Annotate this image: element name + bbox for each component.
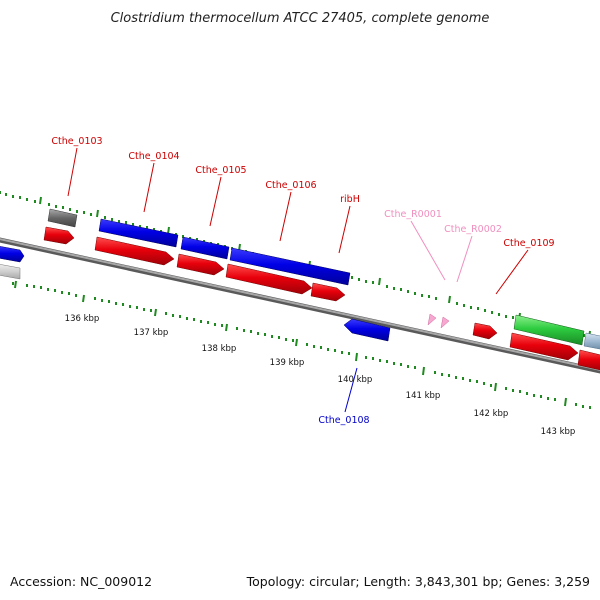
feature-right-steel[interactable] — [583, 332, 600, 350]
leader-ribh — [338, 205, 351, 254]
inner-minor-ticks — [12, 282, 591, 409]
kbp-label: 142 kbp — [474, 409, 509, 419]
leader-cthe-0106 — [279, 191, 292, 242]
feature-ribh-red[interactable] — [310, 282, 346, 302]
kbp-label: 137 kbp — [134, 328, 169, 338]
kbp-label: 141 kbp — [406, 391, 441, 401]
accession-text: Accession: NC_009012 — [10, 574, 152, 589]
feature-cthe-0104-blue[interactable] — [98, 218, 179, 248]
gene-label-cthe-0103[interactable]: Cthe_0103 — [51, 136, 102, 147]
kbp-label: 136 kbp — [65, 314, 100, 324]
feature-cthe-0106-blue[interactable] — [229, 247, 351, 286]
feature-right-red[interactable] — [509, 332, 579, 361]
kbp-label: 143 kbp — [541, 427, 576, 437]
kbp-label: 139 kbp — [270, 358, 305, 368]
feature-cthe-r0002-pink[interactable] — [440, 316, 450, 329]
feature-cthe-0105-blue[interactable] — [180, 236, 230, 260]
gene-label-leaders — [67, 147, 529, 413]
leader-cthe-0103 — [67, 147, 78, 197]
genome-backbone — [0, 237, 600, 374]
gene-label-ribh[interactable]: ribH — [340, 194, 360, 205]
kbp-label: 138 kbp — [202, 344, 237, 354]
feature-cthe-0103-gray[interactable] — [47, 208, 78, 228]
gene-label-cthe-0108[interactable]: Cthe_0108 — [318, 415, 369, 426]
gene-label-cthe-0109[interactable]: Cthe_0109 — [503, 238, 554, 249]
leader-cthe-r0001 — [410, 220, 446, 281]
leader-cthe-0105 — [209, 176, 222, 227]
inner-tick-ring — [12, 280, 591, 409]
gene-label-cthe-0105[interactable]: Cthe_0105 — [195, 165, 246, 176]
leader-cthe-r0002 — [456, 235, 473, 283]
feature-cthe-r0001-pink[interactable] — [427, 313, 437, 326]
kbp-scale-labels: 136 kbp 137 kbp 138 kbp 139 kbp 140 kbp … — [65, 314, 576, 437]
leader-cthe-0108 — [344, 367, 358, 413]
feature-cthe-0109-red[interactable] — [472, 322, 498, 340]
inner-major-ticks — [14, 280, 567, 407]
gene-label-cthe-r0002[interactable]: Cthe_R0002 — [444, 224, 502, 235]
gene-labels: Cthe_0103 Cthe_0104 Cthe_0105 Cthe_0106 … — [51, 136, 554, 426]
map-title: Clostridium thermocellum ATCC 27405, com… — [111, 11, 490, 26]
feature-left-lightgray[interactable] — [0, 264, 21, 280]
leader-cthe-0104 — [143, 162, 155, 213]
feature-cthe-0105-red[interactable] — [176, 253, 225, 276]
leader-cthe-0109 — [495, 249, 529, 295]
gene-label-cthe-0104[interactable]: Cthe_0104 — [128, 151, 179, 162]
gene-label-cthe-0106[interactable]: Cthe_0106 — [265, 180, 316, 191]
genome-info-text: Topology: circular; Length: 3,843,301 bp… — [246, 574, 590, 589]
gene-label-cthe-r0001[interactable]: Cthe_R0001 — [384, 209, 442, 220]
feature-cthe-0104-red[interactable] — [94, 236, 175, 266]
feature-cthe-0106-red[interactable] — [225, 263, 313, 295]
feature-cthe-0103-red[interactable] — [43, 226, 75, 245]
feature-right-red-edge[interactable] — [577, 349, 600, 371]
kbp-label: 140 kbp — [338, 375, 373, 385]
feature-right-green[interactable] — [513, 314, 585, 346]
feature-cthe-0108-blue[interactable] — [343, 318, 391, 342]
feature-left-blue[interactable] — [0, 246, 25, 263]
